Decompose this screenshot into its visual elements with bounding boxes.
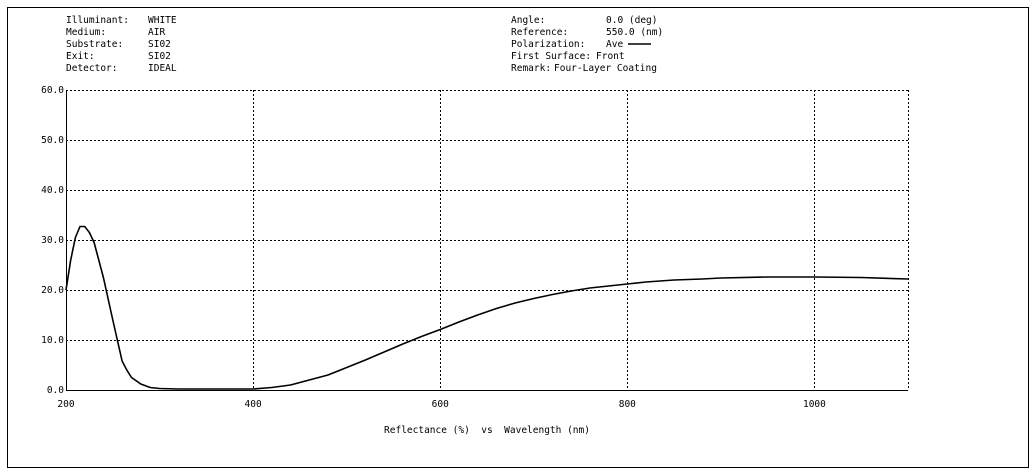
reflectance-curve	[65, 225, 909, 390]
reference-label: Reference:	[511, 27, 568, 38]
y-tick-labels: 0.0 10.0 20.0 30.0 40.0 50.0 60.0	[41, 85, 64, 396]
first-surface-label: First Surface:	[511, 51, 591, 62]
y-tick-label: 40.0	[41, 185, 64, 196]
grid	[66, 90, 909, 390]
exit-label: Exit:	[66, 51, 95, 62]
detector-label: Detector:	[66, 63, 117, 74]
remark-value: Four-Layer Coating	[554, 63, 657, 74]
header-left: Illuminant: WHITE Medium: AIR Substrate:…	[66, 15, 177, 74]
first-surface-value: Front	[596, 51, 625, 62]
medium-label: Medium:	[66, 27, 106, 38]
y-tick-label: 30.0	[41, 235, 64, 246]
legend-series-name: Ave	[606, 39, 623, 50]
y-tick-label: 60.0	[41, 85, 64, 96]
angle-label: Angle:	[511, 15, 545, 26]
illuminant-value: WHITE	[148, 15, 177, 26]
substrate-value: SI02	[148, 39, 171, 50]
x-tick-label: 400	[245, 399, 262, 410]
y-tick-label: 50.0	[41, 135, 64, 146]
angle-value: 0.0 (deg)	[606, 15, 657, 26]
x-tick-labels: 200 400 600 800 1000	[57, 399, 826, 410]
reference-value: 550.0 (nm)	[606, 27, 663, 38]
y-tick-label: 10.0	[41, 335, 64, 346]
remark-label: Remark:	[511, 63, 551, 74]
outer-border	[7, 7, 1029, 468]
x-tick-label: 200	[57, 399, 74, 410]
y-tick-label: 20.0	[41, 285, 64, 296]
x-tick-label: 800	[619, 399, 636, 410]
x-tick-label: 1000	[803, 399, 826, 410]
header-right: Angle: 0.0 (deg) Reference: 550.0 (nm) P…	[511, 15, 663, 74]
illuminant-label: Illuminant:	[66, 15, 129, 26]
x-axis-label: Reflectance (%) vs Wavelength (nm)	[384, 425, 590, 436]
x-tick-label: 600	[432, 399, 449, 410]
substrate-label: Substrate:	[66, 39, 123, 50]
polarization-label: Polarization:	[511, 39, 585, 50]
detector-value: IDEAL	[148, 63, 177, 74]
plot-area: 0.0 10.0 20.0 30.0 40.0 50.0 60.0 200 400 600 800…	[41, 85, 909, 410]
medium-value: AIR	[148, 27, 165, 38]
exit-value: SI02	[148, 51, 171, 62]
y-tick-label: 0.0	[47, 385, 64, 396]
